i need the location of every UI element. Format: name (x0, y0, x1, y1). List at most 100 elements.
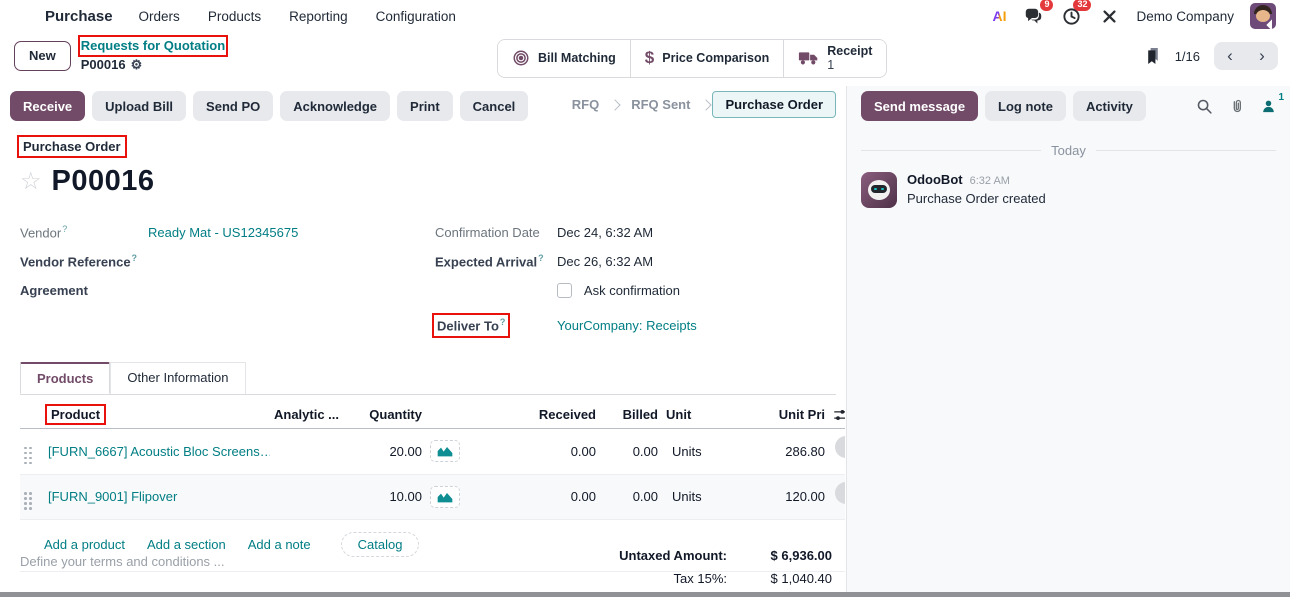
favorite-star-icon[interactable] (20, 170, 42, 194)
expected-arrival-label: Expected Arrival? (435, 253, 544, 270)
field-group: Vendor? Ready Mat - US12345675 Vendor Re… (20, 218, 836, 340)
received-cell: 0.00 (472, 428, 600, 475)
unit-price-cell[interactable]: 120.00 (730, 474, 829, 520)
print-button[interactable]: Print (397, 91, 453, 121)
message-author: OdooBot (907, 172, 963, 187)
optional-columns-icon[interactable] (833, 408, 845, 422)
app-name[interactable]: Purchase (45, 7, 113, 25)
price-comparison-button[interactable]: $ Price Comparison (630, 40, 785, 77)
top-navbar: Purchase Orders Products Reporting Confi… (0, 0, 1290, 32)
line-actions: Add a product Add a section Add a note C… (20, 520, 845, 572)
column-quantity[interactable]: Quantity (354, 401, 426, 429)
quantity-cell[interactable]: 20.00 (354, 428, 426, 475)
order-lines-table: Product Analytic ... Quantity Received B… (20, 401, 845, 520)
receipt-count: 1 (827, 58, 835, 73)
billed-cell: 0.00 (600, 474, 662, 520)
status-rfq[interactable]: RFQ (571, 97, 600, 112)
column-unit[interactable]: Unit (662, 401, 730, 429)
pager-next-button[interactable] (1246, 42, 1278, 70)
bill-matching-button[interactable]: Bill Matching (498, 40, 631, 77)
breadcrumb-requests-for-quotation[interactable]: Requests for Quotation (77, 34, 229, 58)
activity-button[interactable]: Activity (1072, 91, 1146, 121)
deliver-to-value[interactable]: YourCompany: Receipts (557, 318, 697, 333)
confirmation-date-label: Confirmation Date (435, 225, 540, 240)
activities-clock-icon[interactable]: 32 (1060, 0, 1092, 27)
user-avatar[interactable] (1250, 3, 1276, 29)
menu-reporting[interactable]: Reporting (289, 8, 348, 24)
page-title: P00016 (51, 165, 155, 197)
tools-icon[interactable] (1098, 5, 1120, 27)
upload-bill-button[interactable]: Upload Bill (92, 91, 187, 121)
column-analytic[interactable]: Analytic ... (270, 401, 354, 429)
add-a-product-link[interactable]: Add a product (44, 537, 125, 552)
terms-and-conditions-input[interactable]: Define your terms and conditions ... (20, 554, 225, 569)
unit-price-cell[interactable]: 286.80 (730, 428, 829, 475)
app-switcher[interactable]: Purchase (18, 8, 113, 25)
send-po-button[interactable]: Send PO (193, 91, 274, 121)
bookmark-icon[interactable] (1145, 47, 1161, 65)
send-message-button[interactable]: Send message (861, 91, 979, 121)
ai-icon[interactable]: AI (992, 8, 1007, 24)
company-switcher[interactable]: Demo Company (1136, 8, 1234, 24)
form-view: Receive Upload Bill Send PO Acknowledge … (0, 86, 846, 592)
pager-previous-button[interactable] (1214, 42, 1246, 70)
acknowledge-button[interactable]: Acknowledge (280, 91, 391, 121)
agreement-label: Agreement (20, 283, 88, 298)
column-received[interactable]: Received (472, 401, 600, 429)
unit-cell[interactable]: Units (662, 428, 730, 475)
notebook-tabs: Products Other Information (20, 362, 836, 395)
menu-products[interactable]: Products (207, 8, 262, 24)
add-a-section-link[interactable]: Add a section (146, 537, 226, 552)
product-link[interactable]: [FURN_9001] Flipover (48, 489, 178, 505)
receipt-button[interactable]: Receipt 1 (784, 40, 887, 77)
expected-arrival-value[interactable]: Dec 26, 6:32 AM (557, 254, 654, 269)
confirmation-date-value: Dec 24, 6:32 AM (557, 225, 654, 240)
forecast-chart-icon[interactable] (430, 440, 460, 463)
followers-icon[interactable]: 1 (1261, 92, 1284, 114)
order-line-row[interactable]: [FURN_6667] Acoustic Bloc Screens… 20.00… (20, 428, 845, 475)
gear-icon[interactable] (131, 57, 143, 73)
quantity-cell[interactable]: 10.00 (354, 474, 426, 520)
totals: Untaxed Amount: $ 6,936.00 Tax 15%: $ 1,… (619, 548, 832, 586)
tab-products[interactable]: Products (20, 362, 111, 394)
cursor-icon (1266, 19, 1276, 29)
form-sheet: Purchase Order P00016 Vendor? Ready Mat … (0, 126, 846, 592)
menu-configuration[interactable]: Configuration (375, 8, 456, 24)
forecast-chart-icon[interactable] (430, 485, 460, 508)
messages-icon[interactable]: 9 (1022, 0, 1054, 27)
drag-handle-icon[interactable] (24, 446, 33, 466)
unit-cell[interactable]: Units (662, 474, 730, 520)
add-a-note-link[interactable]: Add a note (247, 537, 311, 552)
row-widget-circle (835, 436, 845, 458)
status-rfq-sent[interactable]: RFQ Sent (631, 97, 691, 112)
column-unit-price[interactable]: Unit Pri (730, 401, 829, 429)
log-note-button[interactable]: Log note (985, 91, 1066, 121)
purchase-app-icon (18, 8, 37, 25)
menu-orders[interactable]: Orders (138, 8, 180, 24)
vendor-value[interactable]: Ready Mat - US12345675 (148, 225, 299, 240)
chatter-message[interactable]: OdooBot 6:32 AM Purchase Order created (847, 158, 1290, 208)
message-time: 6:32 AM (969, 175, 1010, 187)
drag-handle-icon[interactable] (24, 492, 33, 511)
search-messages-icon[interactable] (1196, 98, 1213, 115)
order-line-row[interactable]: [FURN_9001] Flipover 10.00 0.00 0.00 Uni… (20, 474, 845, 520)
receive-button[interactable]: Receive (10, 91, 86, 121)
cancel-button[interactable]: Cancel (459, 91, 529, 121)
smart-buttons: Bill Matching $ Price Comparison Receipt… (497, 39, 888, 78)
column-product[interactable]: Product (44, 404, 107, 425)
column-billed[interactable]: Billed (600, 401, 662, 429)
attachment-paperclip-icon[interactable] (1229, 98, 1245, 115)
deliver-to-label: Deliver To? (431, 313, 511, 338)
control-panel: New Requests for Quotation P00016 Bill M… (0, 32, 1290, 86)
product-link[interactable]: [FURN_6667] Acoustic Bloc Screens… (48, 443, 270, 459)
vendor-reference-label: Vendor Reference? (20, 253, 138, 270)
tab-other-information[interactable]: Other Information (110, 362, 246, 394)
activities-badge: 32 (1073, 0, 1092, 11)
status-purchase-order[interactable]: Purchase Order (712, 91, 836, 118)
ask-confirmation-checkbox[interactable] (557, 283, 572, 298)
new-button[interactable]: New (14, 40, 71, 71)
billed-cell: 0.00 (600, 428, 662, 475)
catalog-button[interactable]: Catalog (340, 532, 420, 557)
untaxed-amount-value: $ 6,936.00 (770, 548, 832, 563)
